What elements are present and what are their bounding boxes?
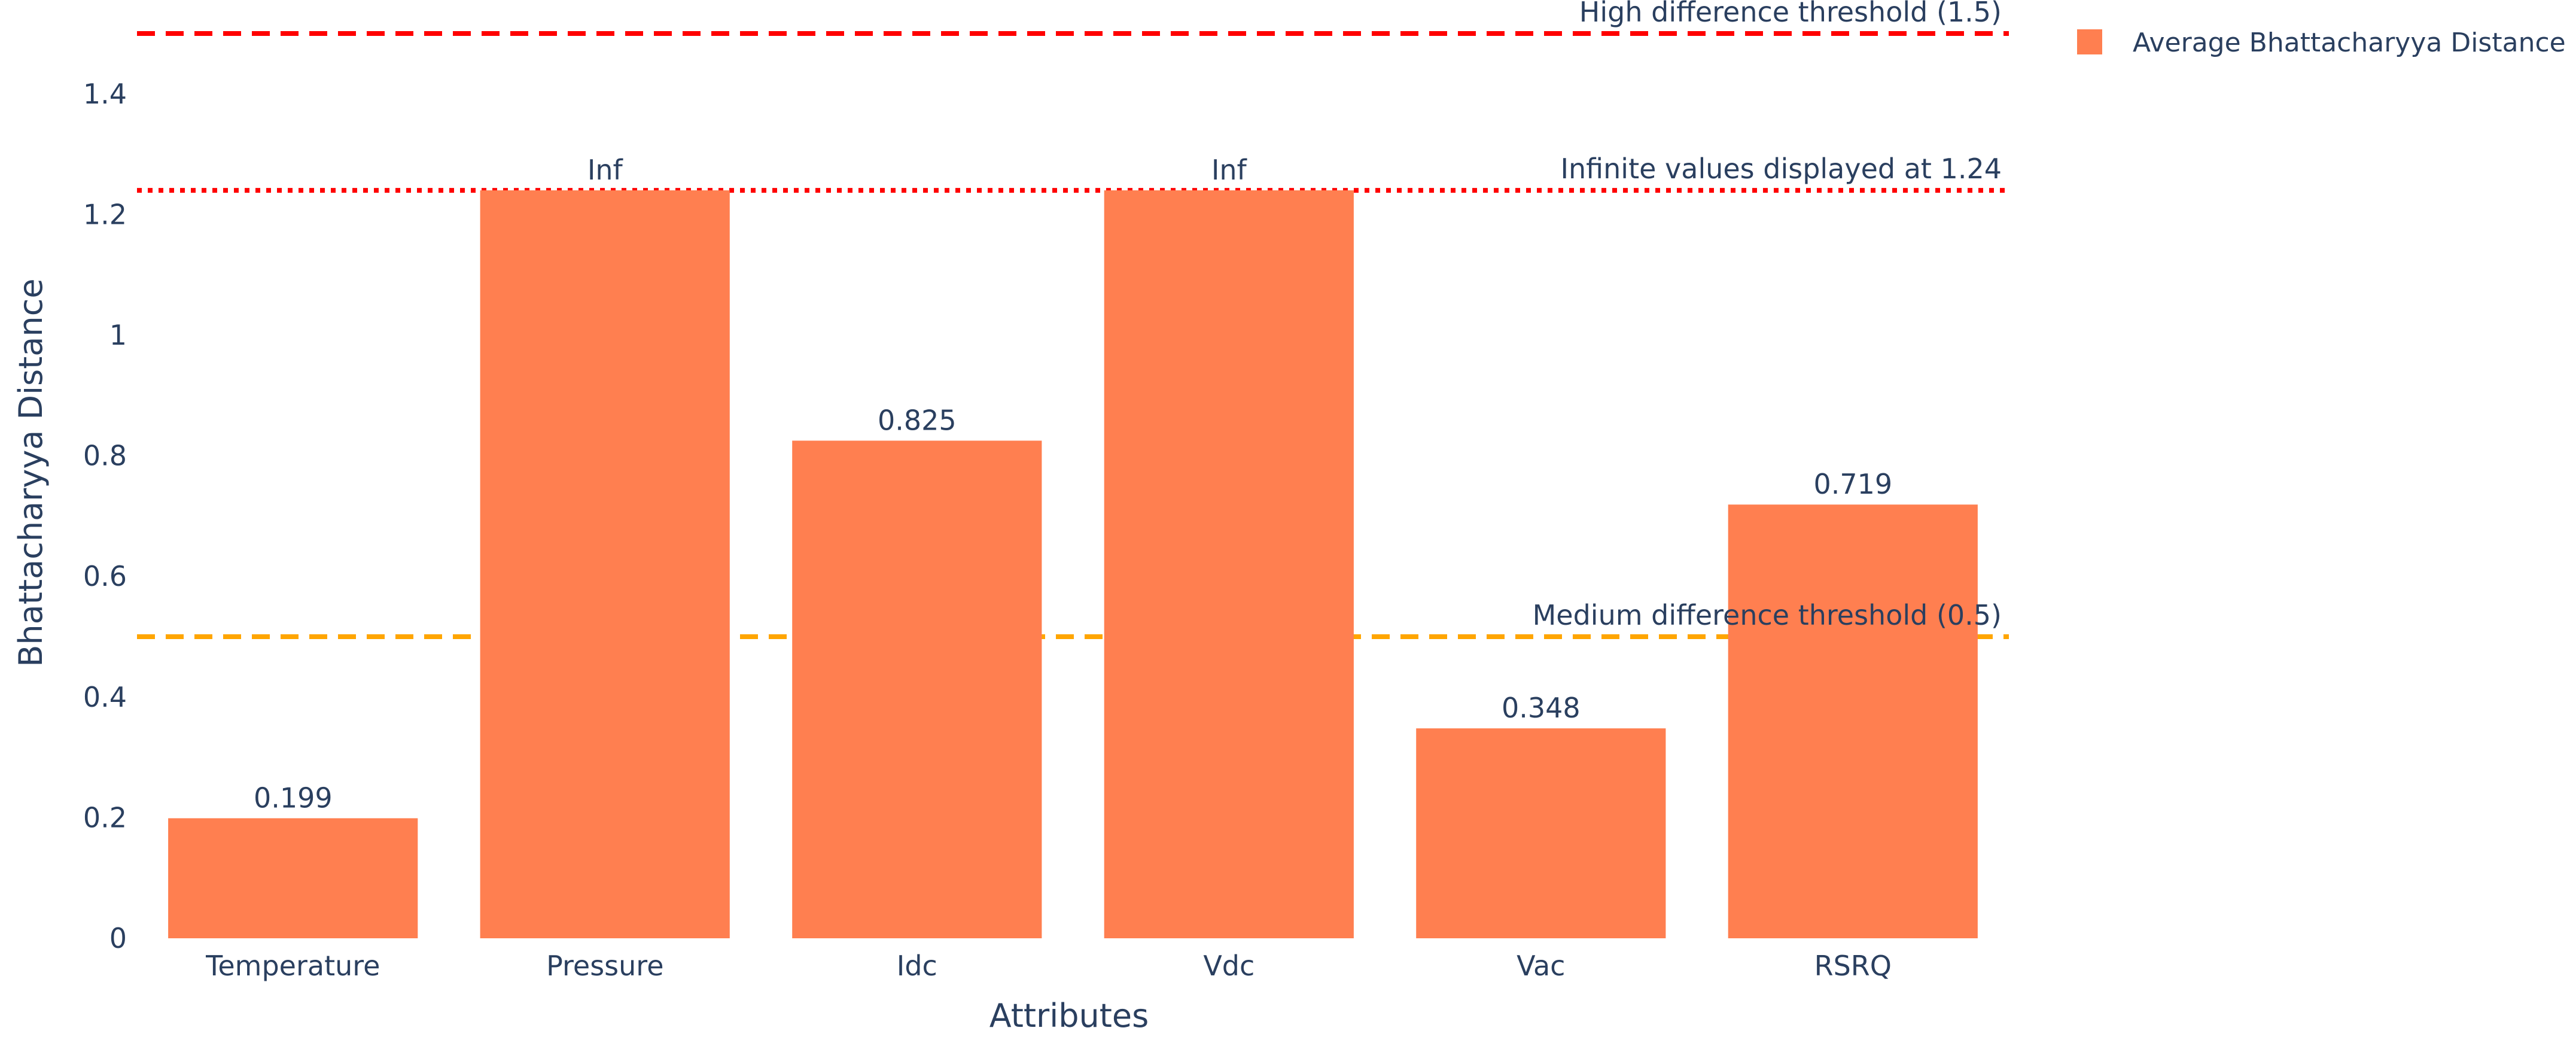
- x-axis-title: Attributes: [989, 997, 1149, 1035]
- x-tick-label-idc: Idc: [897, 950, 937, 982]
- legend-swatch: [2077, 29, 2102, 54]
- bar-idc[interactable]: [792, 440, 1042, 938]
- data-label-pressure: Inf: [587, 154, 624, 186]
- legend[interactable]: Average Bhattacharyya Distance: [2077, 28, 2566, 58]
- x-tick-label-pressure: Pressure: [546, 950, 663, 982]
- reference-annotation-0: High difference threshold (1.5): [1579, 0, 2002, 28]
- y-tick-label: 1: [109, 319, 127, 351]
- data-label-rsrq: 0.719: [1813, 468, 1892, 500]
- bar-temperature[interactable]: [168, 818, 418, 938]
- data-label-vdc: Inf: [1211, 154, 1248, 186]
- data-label-temperature: 0.199: [254, 782, 333, 814]
- x-tick-label-vdc: Vdc: [1203, 950, 1254, 982]
- bar-pressure[interactable]: [480, 190, 730, 939]
- bar-rsrq[interactable]: [1728, 504, 1978, 938]
- bar-vdc[interactable]: [1104, 190, 1354, 939]
- legend-label: Average Bhattacharyya Distance: [2133, 28, 2566, 58]
- data-labels: 0.199 Inf 0.825 Inf 0.348 0.719: [254, 154, 1892, 814]
- x-tick-label-temperature: Temperature: [205, 950, 380, 982]
- y-tick-label: 0.6: [83, 560, 127, 592]
- data-label-vac: 0.348: [1502, 692, 1581, 724]
- x-axis-ticks: Temperature Pressure Idc Vdc Vac RSRQ: [205, 950, 1892, 982]
- y-tick-label: 0: [109, 922, 127, 954]
- y-tick-label: 1.4: [83, 78, 127, 110]
- x-tick-label-rsrq: RSRQ: [1814, 950, 1892, 982]
- y-tick-label: 0.2: [83, 801, 127, 834]
- y-axis-title: Bhattacharyya Distance: [12, 278, 50, 667]
- reference-annotation-1: Infinite values displayed at 1.24: [1560, 153, 2002, 185]
- x-tick-label-vac: Vac: [1517, 950, 1565, 982]
- reference-annotation-2: Medium difference threshold (0.5): [1533, 599, 2002, 631]
- bars: [168, 190, 1978, 939]
- reference-lines: [137, 31, 2009, 639]
- y-axis-ticks: 0 0.2 0.4 0.6 0.8 1 1.2 1.4: [83, 78, 127, 954]
- data-label-idc: 0.825: [878, 404, 957, 436]
- bar-vac[interactable]: [1416, 728, 1666, 938]
- reference-annotations: High difference threshold (1.5) Infinite …: [1533, 0, 2002, 631]
- y-tick-label: 1.2: [83, 198, 127, 230]
- y-tick-label: 0.4: [83, 681, 127, 713]
- y-tick-label: 0.8: [83, 440, 127, 472]
